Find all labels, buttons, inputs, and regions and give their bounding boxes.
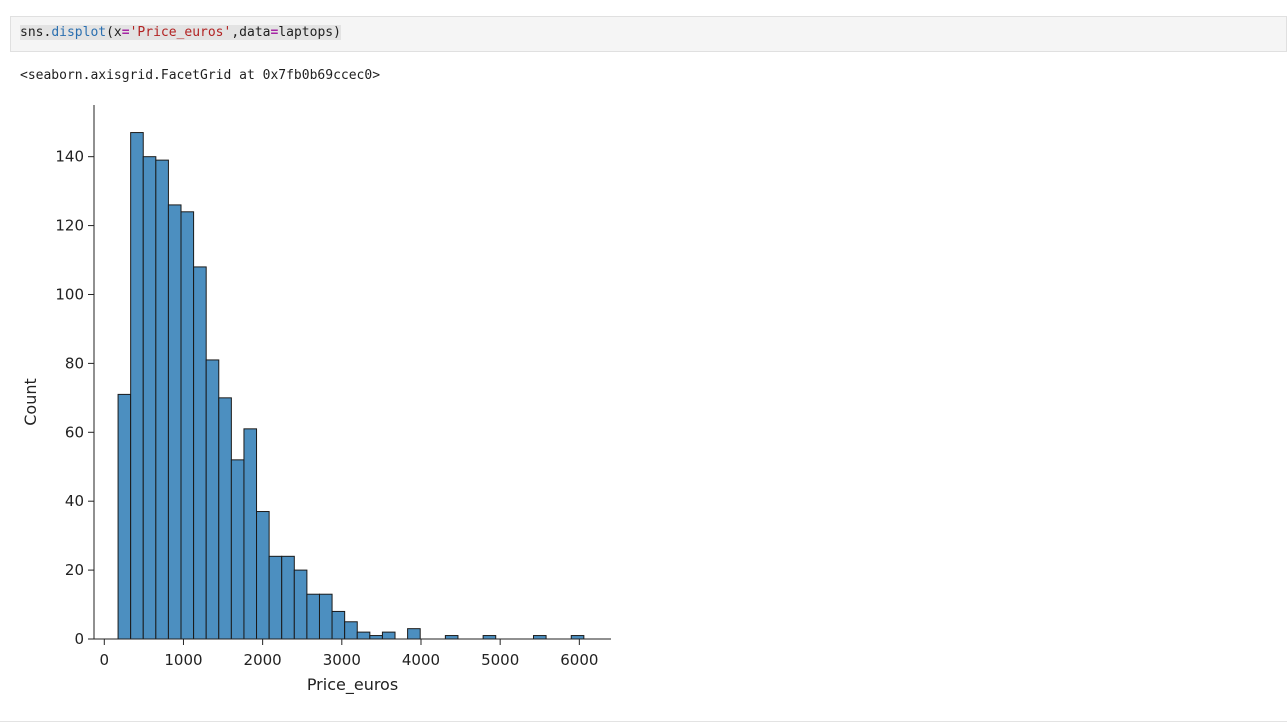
histogram-bar (381, 631, 396, 640)
histogram-bar (532, 635, 547, 640)
x-tick-label: 5000 (481, 651, 519, 669)
x-tick-label: 1000 (164, 651, 202, 669)
code-cell[interactable]: sns.displot(x='Price_euros',data=laptops… (10, 16, 1287, 52)
x-ticks-group: 0 1000 2000 3000 4000 5000 6000 (100, 639, 598, 669)
histogram-bar (306, 593, 320, 640)
histogram-bar (117, 393, 132, 640)
histogram-bar (444, 635, 459, 640)
y-ticks-group: 0 20 40 60 80 100 120 140 (55, 148, 94, 648)
histogram-bar (268, 555, 283, 640)
histogram-bar (193, 266, 207, 640)
y-tick-label: 140 (55, 148, 84, 166)
x-tick-label: 2000 (244, 651, 282, 669)
histogram-bar (142, 156, 157, 640)
code-operator: = (121, 25, 130, 40)
cell-divider (0, 721, 1287, 722)
histogram-bar (256, 511, 270, 640)
x-tick-label: 6000 (560, 651, 598, 669)
bars-group (117, 132, 585, 640)
code-string: 'Price_euros' (129, 25, 232, 40)
x-tick-label: 3000 (323, 651, 361, 669)
histogram-bar (331, 610, 346, 640)
code-arg-value: laptops) (278, 25, 341, 40)
x-tick-label: 4000 (402, 651, 440, 669)
histogram-bar (369, 635, 383, 640)
y-tick-label: 40 (65, 492, 84, 510)
y-tick-label: 100 (55, 285, 84, 303)
histogram-bar (230, 459, 245, 640)
y-tick-label: 0 (74, 630, 84, 648)
histogram-bar (482, 635, 497, 640)
y-axis-label: Count (21, 378, 40, 426)
histogram-bar (293, 569, 308, 640)
code-module: sns. (20, 25, 52, 40)
histogram-bar (205, 359, 220, 640)
histogram-bar (281, 555, 295, 640)
code-highlight: sns.displot(x='Price_euros',data=laptops… (20, 25, 341, 40)
code-operator: = (270, 25, 279, 40)
code-line[interactable]: sns.displot(x='Price_euros',data=laptops… (20, 25, 341, 40)
histogram-bar (180, 211, 195, 640)
y-tick-label: 20 (65, 561, 84, 579)
histogram-chart: 0 20 40 60 80 100 120 140 0 1000 2000 3000 4000 5000… (21, 105, 611, 695)
histogram-bar (407, 628, 421, 640)
x-tick-label: 0 (100, 651, 110, 669)
cell-output-text: <seaborn.axisgrid.FacetGrid at 0x7fb0b69… (20, 68, 381, 83)
histogram-bar (167, 204, 182, 640)
code-arg-x: (x (106, 25, 122, 40)
histogram-bar (318, 593, 333, 640)
histogram-bar (243, 428, 258, 640)
histogram-bar (570, 635, 585, 640)
histogram-bar (155, 159, 169, 640)
histogram-bar (356, 631, 371, 640)
y-tick-label: 120 (55, 217, 84, 235)
x-axis-label: Price_euros (307, 675, 398, 695)
histogram-bar (218, 397, 232, 640)
y-tick-label: 60 (65, 423, 84, 441)
y-tick-label: 80 (65, 354, 84, 372)
histogram-bar (344, 621, 358, 640)
code-arg-data: ,data (231, 25, 271, 40)
histogram-bar (130, 132, 144, 640)
code-function: displot (51, 25, 107, 40)
